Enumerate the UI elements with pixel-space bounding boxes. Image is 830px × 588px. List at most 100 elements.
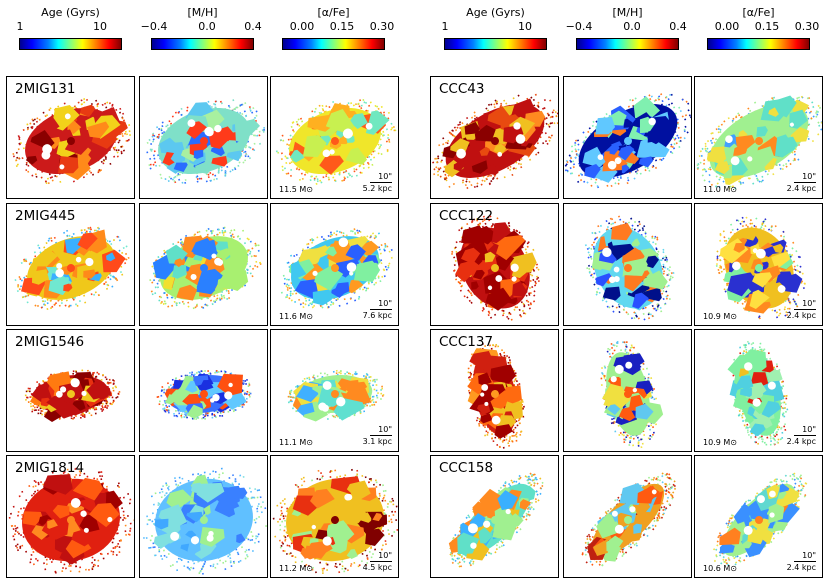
scale-arcsec-label: 10" xyxy=(802,551,816,560)
scale-arcsec-label: 10" xyxy=(802,172,816,181)
galaxy-map-image xyxy=(149,226,262,310)
galaxy-map-image xyxy=(564,93,691,189)
galaxy-map-image xyxy=(712,472,808,566)
galaxy-name: CCC137 xyxy=(439,334,494,350)
galaxy-map-image xyxy=(146,99,266,184)
galaxy-name: 2MIG1814 xyxy=(15,460,85,476)
galaxy-map-image xyxy=(142,467,267,575)
galaxy-name: CCC158 xyxy=(439,460,494,476)
colorbar-gradient xyxy=(282,38,385,50)
galaxy-map-image xyxy=(272,468,398,575)
map-panel-mh xyxy=(139,329,268,452)
scale-bar-line xyxy=(794,309,816,310)
scale-bar-line xyxy=(370,182,392,183)
galaxy-name: 2MIG131 xyxy=(15,81,76,97)
scale-bar-line xyxy=(370,435,392,436)
galaxy-map-image xyxy=(12,98,132,185)
colorbar-title: [M/H] xyxy=(187,6,218,19)
galaxy-map-image xyxy=(287,369,385,422)
stellar-mass-label: 11.1 M⊙ xyxy=(279,438,313,447)
galaxy-name: CCC122 xyxy=(439,208,494,224)
scale-bar-line xyxy=(370,309,392,310)
galaxy-map-image xyxy=(600,340,664,449)
map-panel-age: 2MIG131 xyxy=(6,76,135,199)
map-panel-afe: 10.9 M⊙ 10" 2.4 kpc xyxy=(694,329,823,452)
colorbar-title: [α/Fe] xyxy=(742,6,775,19)
scale-arcsec-label: 10" xyxy=(378,299,392,308)
scale-bar: 10" 2.4 kpc xyxy=(787,551,816,573)
map-panel-mh xyxy=(139,203,268,326)
map-panel-afe: 10.9 M⊙ 10" 2.4 kpc xyxy=(694,203,823,326)
galaxy-map-image xyxy=(14,226,130,311)
colorbar-tick: 0.15 xyxy=(329,20,355,33)
galaxy-name: CCC43 xyxy=(439,81,485,97)
map-panel-afe: 11.5 M⊙ 10" 5.2 kpc xyxy=(270,76,399,199)
colorbar-tick: 1 xyxy=(16,20,24,33)
scale-bar: 10" 7.6 kpc xyxy=(363,299,392,321)
colorbar-tick: 0.0 xyxy=(623,20,641,33)
map-panel-age: 2MIG1814 xyxy=(6,455,135,578)
stellar-mass-label: 11.6 M⊙ xyxy=(279,312,313,321)
scale-kpc-label: 7.6 kpc xyxy=(362,311,392,320)
map-panel-afe: 11.0 M⊙ 10" 2.4 kpc xyxy=(694,76,823,199)
map-panel-mh xyxy=(563,455,692,578)
scale-kpc-label: 2.4 kpc xyxy=(786,437,816,446)
galaxy-map-image xyxy=(696,95,822,190)
colorbar-gradient xyxy=(707,38,810,50)
galaxy-map-image xyxy=(450,215,540,321)
scale-arcsec-label: 10" xyxy=(802,299,816,308)
colorbar-tick: 0.4 xyxy=(669,20,687,33)
galaxy-map-image xyxy=(432,93,558,190)
scale-bar: 10" 2.4 kpc xyxy=(787,425,816,447)
galaxy-map-image xyxy=(584,215,675,321)
colorbar-tick: −0.4 xyxy=(140,20,168,33)
colorbar-tick: 0.4 xyxy=(244,20,262,33)
scale-kpc-label: 2.4 kpc xyxy=(786,563,816,572)
map-panel-mh xyxy=(563,203,692,326)
map-panel-afe: 11.6 M⊙ 10" 7.6 kpc xyxy=(270,203,399,326)
galaxy-map-image xyxy=(581,472,677,567)
scale-arcsec-label: 10" xyxy=(378,172,392,181)
map-panel-age: CCC43 xyxy=(430,76,559,199)
scale-bar: 10" 2.4 kpc xyxy=(787,299,816,321)
map-panel-mh xyxy=(139,76,268,199)
colorbar-gradient xyxy=(151,38,254,50)
stellar-mass-label: 10.9 M⊙ xyxy=(703,312,737,321)
stellar-mass-label: 11.5 M⊙ xyxy=(279,185,313,194)
galaxy-map-image xyxy=(24,369,121,423)
map-panel-mh xyxy=(139,455,268,578)
colorbar-gradient xyxy=(444,38,547,50)
colorbar-title: Age (Gyrs) xyxy=(41,6,100,19)
scale-bar: 10" 5.2 kpc xyxy=(363,172,392,194)
scale-arcsec-label: 10" xyxy=(802,425,816,434)
colorbar-tick: 10 xyxy=(518,20,532,33)
scale-bar: 10" 3.1 kpc xyxy=(363,425,392,447)
colorbar-tick: 10 xyxy=(93,20,107,33)
galaxy-name: 2MIG1546 xyxy=(15,334,85,350)
scale-arcsec-label: 10" xyxy=(378,425,392,434)
colorbar-gradient xyxy=(19,38,122,50)
galaxy-map-image xyxy=(467,342,525,449)
galaxy-name: 2MIG445 xyxy=(15,208,76,224)
map-panel-mh xyxy=(563,329,692,452)
colorbar-tick: 0.30 xyxy=(369,20,395,33)
scale-bar: 10" 4.5 kpc xyxy=(363,551,392,573)
colorbar-title: [α/Fe] xyxy=(317,6,350,19)
colorbar-tick: 0.0 xyxy=(198,20,216,33)
scale-bar-line xyxy=(794,561,816,562)
map-panel-afe: 11.1 M⊙ 10" 3.1 kpc xyxy=(270,329,399,452)
map-panel-afe: 10.6 M⊙ 10" 2.4 kpc xyxy=(694,455,823,578)
colorbar-tick: −0.4 xyxy=(565,20,593,33)
colorbar-tick: 0.30 xyxy=(794,20,820,33)
stellar-mass-label: 10.6 M⊙ xyxy=(703,564,737,573)
stellar-mass-label: 11.0 M⊙ xyxy=(703,185,737,194)
scale-kpc-label: 2.4 kpc xyxy=(786,184,816,193)
stellar-mass-label: 10.9 M⊙ xyxy=(703,438,737,447)
map-panel-mh xyxy=(563,76,692,199)
stellar-mass-label: 11.2 M⊙ xyxy=(279,564,313,573)
scale-kpc-label: 5.2 kpc xyxy=(362,184,392,193)
galaxy-map-image xyxy=(448,472,544,568)
map-panel-afe: 11.2 M⊙ 10" 4.5 kpc xyxy=(270,455,399,578)
scale-bar-line xyxy=(794,435,816,436)
colorbar-title: Age (Gyrs) xyxy=(466,6,525,19)
